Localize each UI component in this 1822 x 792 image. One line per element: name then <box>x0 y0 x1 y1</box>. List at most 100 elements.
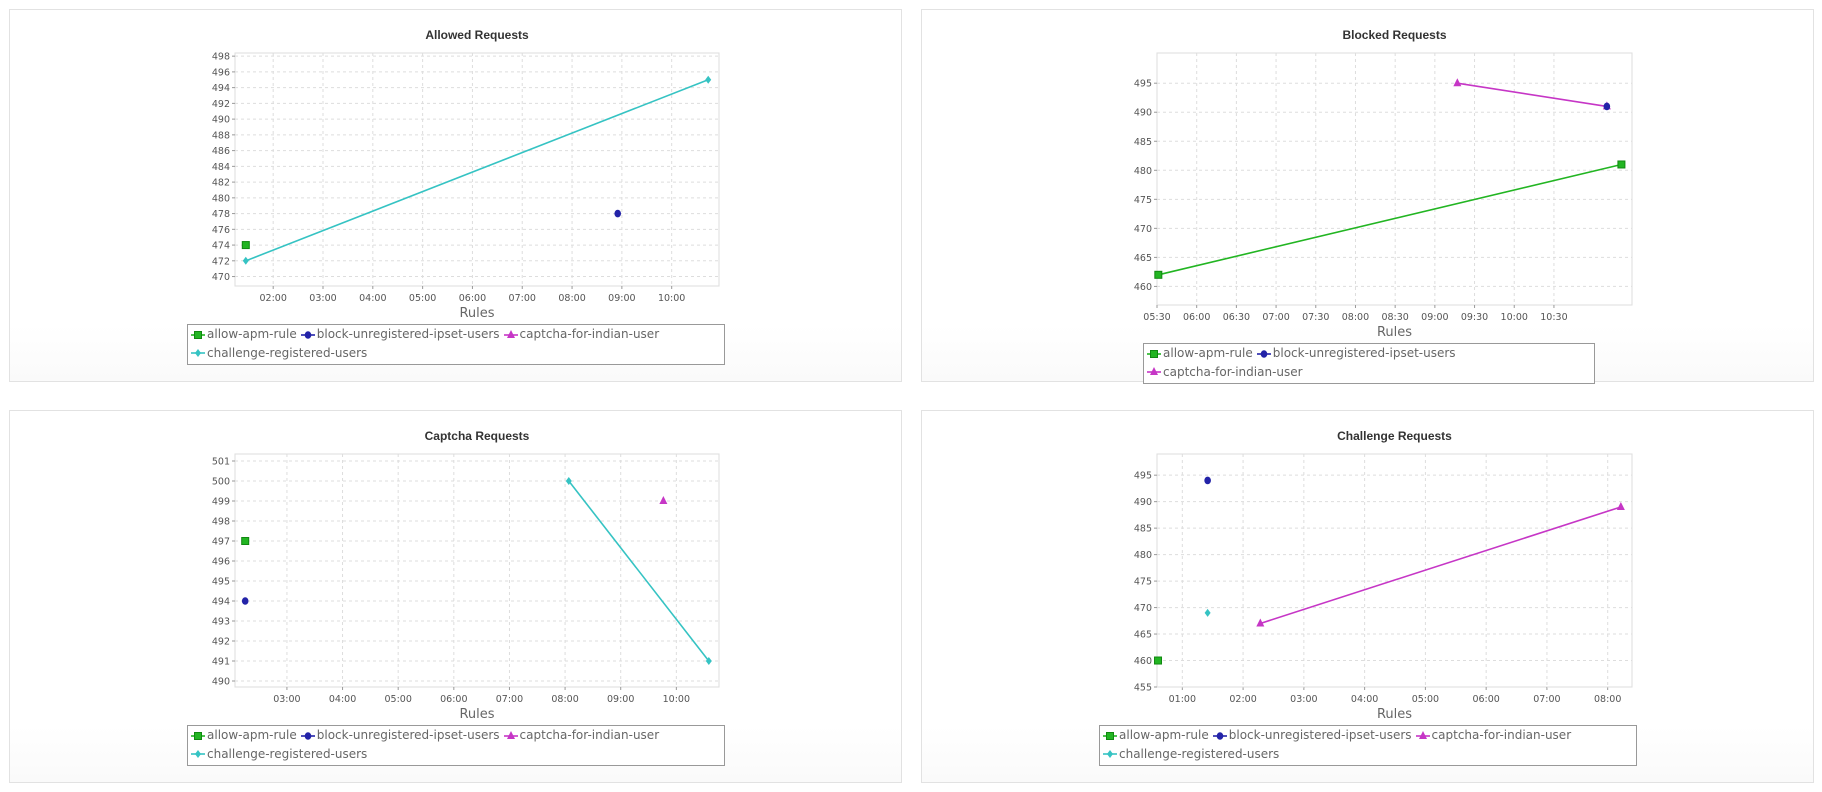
legend-item-captcha-for-indian-user[interactable]: captcha-for-indian-user <box>503 727 660 744</box>
x-axis-label: Rules <box>1377 325 1412 340</box>
legend-captcha-for-indian-user-point <box>506 730 515 739</box>
legend-square-icon <box>191 330 205 339</box>
legend-label: block-unregistered-ipset-users <box>316 728 500 742</box>
allow-apm-rule-point[interactable] <box>1154 270 1163 279</box>
y-tick-label: 490 <box>1134 108 1152 119</box>
captcha-for-indian-user-point[interactable] <box>1616 501 1625 510</box>
legend-triangle-icon <box>503 329 518 338</box>
captcha-for-indian-user-point[interactable] <box>1256 618 1265 627</box>
challenge-registered-users-point[interactable] <box>705 75 712 84</box>
x-tick-label: 09:00 <box>608 293 635 304</box>
legend-item-allow-apm-rule[interactable]: allow-apm-rule <box>191 727 297 744</box>
y-tick-label: 497 <box>212 537 230 548</box>
captcha-for-indian-user-point[interactable] <box>659 496 668 504</box>
challenge-registered-users-point[interactable] <box>705 657 712 665</box>
x-tick-label: 05:00 <box>384 694 411 705</box>
legend-item-block-unregistered-ipset-users[interactable]: block-unregistered-ipset-users <box>1212 727 1412 744</box>
challenge-registered-users-point[interactable] <box>242 256 249 265</box>
x-tick-label: 10:00 <box>658 293 685 304</box>
chart-title: Allowed Requests <box>425 28 529 42</box>
chart-title: Captcha Requests <box>425 429 530 443</box>
x-tick-label: 08:00 <box>558 293 585 304</box>
y-tick-label: 455 <box>1134 683 1152 694</box>
chart-svg: Captcha Requests 03:00 04:00 05:00 06:00 07:0… <box>212 429 720 722</box>
legend-item-captcha-for-indian-user[interactable]: captcha-for-indian-user <box>1415 727 1571 744</box>
allow-apm-rule-point[interactable] <box>241 241 250 250</box>
legend-item-challenge-registered-users[interactable]: challenge-registered-users <box>191 746 367 763</box>
chart-panel-blocked: Blocked Requests 05:30 06:00 06:30 07:00 07:3… <box>921 9 1814 384</box>
legend-item-challenge-registered-users[interactable]: challenge-registered-users <box>191 345 367 362</box>
allow-apm-rule-point[interactable] <box>241 537 250 545</box>
chart-legend: allow-apm-rule block-unregistered-ipset-u… <box>1143 343 1595 384</box>
x-tick-label: 07:00 <box>1533 694 1560 705</box>
challenge-registered-users-line <box>568 480 710 662</box>
block-unregistered-ipset-users-point[interactable] <box>241 597 249 605</box>
allow-apm-rule-point[interactable] <box>1617 160 1626 169</box>
y-tick-label: 501 <box>212 457 230 468</box>
x-tick-label: 10:00 <box>663 694 690 705</box>
x-tick-label: 01:00 <box>1169 694 1196 705</box>
x-tick-label: 10:30 <box>1540 312 1567 323</box>
block-unregistered-ipset-users-point[interactable] <box>1204 476 1211 485</box>
legend-item-allow-apm-rule[interactable]: allow-apm-rule <box>1103 727 1209 744</box>
legend-item-block-unregistered-ipset-users[interactable]: block-unregistered-ipset-users <box>300 727 500 744</box>
series-block-unregistered-ipset-users <box>241 597 249 605</box>
legend-item-captcha-for-indian-user[interactable]: captcha-for-indian-user <box>503 326 659 343</box>
legend-label: challenge-registered-users <box>1119 746 1280 761</box>
legend-allow-apm-rule-point <box>1150 349 1158 358</box>
legend-block-unregistered-ipset-users-point <box>1260 349 1268 358</box>
y-tick-label: 486 <box>212 146 230 157</box>
block-unregistered-ipset-users-point[interactable] <box>614 209 622 218</box>
legend-challenge-registered-users-point <box>195 349 201 357</box>
legend-item-block-unregistered-ipset-users[interactable]: block-unregistered-ipset-users <box>1256 345 1456 362</box>
legend-label: captcha-for-indian-user <box>519 728 660 742</box>
allow-apm-rule-point[interactable] <box>1154 656 1163 665</box>
legend-item-block-unregistered-ipset-users[interactable]: block-unregistered-ipset-users <box>300 326 500 343</box>
x-tick-label: 07:30 <box>1302 312 1329 323</box>
y-tick-label: 495 <box>1134 79 1152 90</box>
legend-triangle-icon <box>1147 367 1161 375</box>
series-challenge-registered-users <box>242 75 712 265</box>
x-tick-label: 05:30 <box>1143 312 1170 323</box>
x-tick-label: 06:00 <box>1183 312 1210 323</box>
captcha-for-indian-user-line <box>1457 82 1607 108</box>
x-tick-label: 06:00 <box>440 694 467 705</box>
x-tick-label: 03:00 <box>273 694 300 705</box>
y-tick-label: 470 <box>212 272 230 283</box>
series-allow-apm-rule <box>1154 160 1626 279</box>
y-tick-label: 490 <box>212 115 230 126</box>
series-challenge-registered-users <box>1204 608 1211 617</box>
legend-item-allow-apm-rule[interactable]: allow-apm-rule <box>191 326 297 343</box>
chart-svg: Blocked Requests 05:30 06:00 06:30 07:00 07:3… <box>1134 28 1633 340</box>
y-tick-label: 480 <box>1134 550 1152 561</box>
block-unregistered-ipset-users-point[interactable] <box>1603 102 1611 111</box>
legend-challenge-registered-users-point <box>195 750 201 758</box>
chart-legend: allow-apm-rule block-unregistered-ipset-u… <box>187 324 725 365</box>
y-tick-label: 470 <box>1134 224 1152 235</box>
chart-panel-captcha: Captcha Requests 03:00 04:00 05:00 06:00 07:0… <box>9 410 902 783</box>
x-tick-label: 05:00 <box>1412 694 1439 705</box>
legend-label: challenge-registered-users <box>207 345 368 360</box>
legend-label: block-unregistered-ipset-users <box>1228 728 1412 742</box>
chart-svg: Challenge Requests 01:00 02:00 03:00 04:00 05… <box>1134 429 1633 722</box>
legend-item-challenge-registered-users[interactable]: challenge-registered-users <box>1103 746 1279 763</box>
x-tick-label: 02:00 <box>1229 694 1256 705</box>
x-tick-label: 08:00 <box>1594 694 1621 705</box>
legend-allow-apm-rule-point <box>194 731 202 740</box>
y-tick-label: 498 <box>212 52 230 63</box>
series-block-unregistered-ipset-users <box>1204 476 1211 485</box>
captcha-for-indian-user-point[interactable] <box>1453 78 1462 87</box>
challenge-registered-users-point[interactable] <box>565 477 572 485</box>
y-tick-label: 495 <box>212 577 230 588</box>
y-tick-label: 495 <box>1134 471 1152 482</box>
challenge-registered-users-point[interactable] <box>1204 608 1211 617</box>
legend-item-captcha-for-indian-user[interactable]: captcha-for-indian-user <box>1147 364 1303 381</box>
legend-block-unregistered-ipset-users-point <box>1216 731 1224 740</box>
chart-title: Challenge Requests <box>1337 429 1452 443</box>
x-tick-label: 07:00 <box>496 694 523 705</box>
y-tick-label: 472 <box>212 256 230 267</box>
legend-item-allow-apm-rule[interactable]: allow-apm-rule <box>1147 345 1253 362</box>
chart-legend: allow-apm-rule block-unregistered-ipset-u… <box>1099 725 1637 766</box>
legend-circle-icon <box>1212 731 1227 740</box>
y-tick-label: 465 <box>1134 630 1152 641</box>
